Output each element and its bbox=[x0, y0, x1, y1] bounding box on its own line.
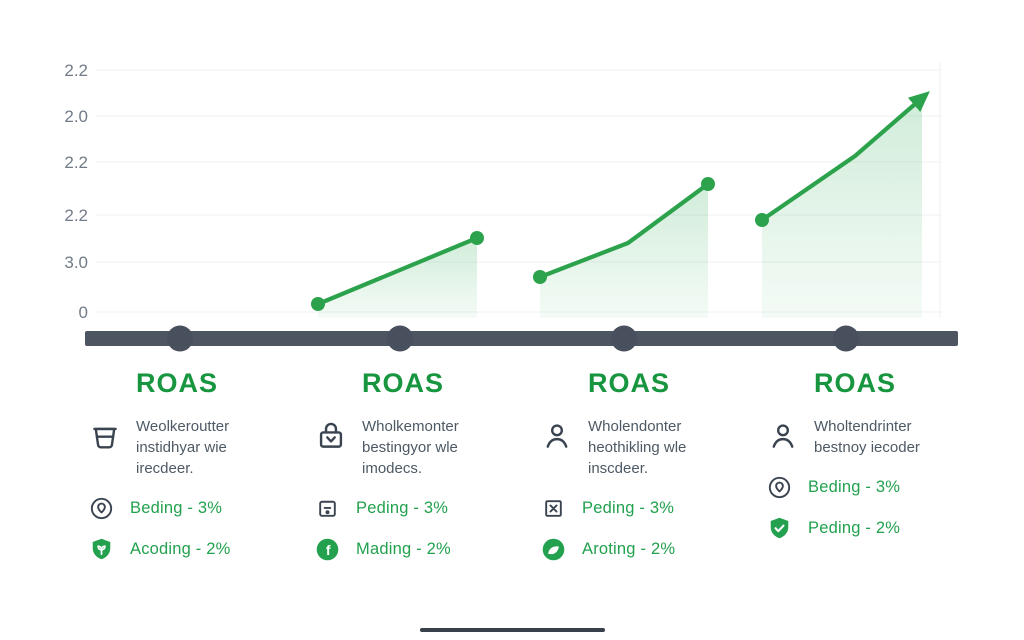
roas-column-3: ROAS Wholendonter heothikling wle inscde… bbox=[522, 368, 736, 577]
column-description: Wholendonter heothikling wle inscdeer. bbox=[588, 418, 687, 477]
svg-text:f: f bbox=[326, 542, 331, 558]
person-icon bbox=[766, 419, 800, 453]
y-axis-label: 2.2 bbox=[64, 61, 88, 80]
data-point bbox=[470, 231, 484, 245]
trend-line bbox=[759, 91, 930, 223]
timeline-dot bbox=[387, 325, 413, 352]
column-description-row: Weolkeroutter instidhyar wie irecdeer. bbox=[76, 416, 278, 479]
y-axis-label: 0 bbox=[79, 303, 88, 322]
metric-label: Beding - 3% bbox=[130, 499, 223, 517]
timeline-dot bbox=[167, 325, 193, 352]
timeline-dot bbox=[833, 325, 859, 352]
y-axis-label: 3.0 bbox=[64, 253, 88, 272]
bottom-divider bbox=[420, 628, 605, 632]
calendar-icon bbox=[314, 495, 341, 522]
metric-row: f Mading - 2% bbox=[302, 536, 504, 563]
roas-growth-chart: 2.2 2.0 2.2 2.2 3.0 0 bbox=[64, 61, 958, 352]
y-axis-label: 2.2 bbox=[64, 153, 88, 172]
area-fill bbox=[318, 238, 477, 318]
metric-row: Peding - 3% bbox=[302, 495, 504, 522]
metric-row: Aroting - 2% bbox=[528, 536, 730, 563]
pin-circle-icon bbox=[766, 474, 793, 501]
metric-label: Acoding - 2% bbox=[130, 540, 231, 558]
column-title: ROAS bbox=[361, 368, 444, 398]
metric-row: Peding - 2% bbox=[754, 515, 956, 542]
area-fill bbox=[762, 98, 922, 318]
column-title: ROAS bbox=[135, 368, 218, 398]
metric-label: Mading - 2% bbox=[356, 540, 451, 558]
metric-label: Aroting - 2% bbox=[582, 540, 676, 558]
metric-label: Peding - 2% bbox=[808, 519, 901, 537]
facebook-circle-icon: f bbox=[314, 536, 341, 563]
metric-label: Peding - 3% bbox=[582, 499, 675, 517]
data-point bbox=[701, 177, 715, 191]
y-axis-label: 2.0 bbox=[64, 107, 88, 126]
roas-column-1: ROAS Weolkeroutter instidhyar wie irecde… bbox=[70, 368, 284, 577]
timeline-dot bbox=[611, 325, 637, 352]
data-point bbox=[533, 270, 547, 284]
x-box-icon bbox=[540, 495, 567, 522]
metric-row: Beding - 3% bbox=[76, 495, 278, 522]
column-description: Wholkemonter bestingyor wle imodecs. bbox=[362, 418, 459, 477]
column-description-row: Wholendonter heothikling wle inscdeer. bbox=[528, 416, 730, 479]
column-title: ROAS bbox=[587, 368, 670, 398]
trend-line bbox=[315, 235, 480, 307]
column-description: Weolkeroutter instidhyar wie irecdeer. bbox=[136, 418, 230, 477]
metric-label: Beding - 3% bbox=[808, 478, 901, 496]
data-point bbox=[755, 213, 769, 227]
roas-column-2: ROAS Wholkemonter bestingyor wle imodecs… bbox=[296, 368, 510, 577]
y-axis-label: 2.2 bbox=[64, 206, 88, 225]
timeline-bar bbox=[85, 331, 958, 346]
metric-row: Peding - 3% bbox=[528, 495, 730, 522]
roas-columns: ROAS Weolkeroutter instidhyar wie irecde… bbox=[70, 368, 962, 577]
pin-circle-icon bbox=[88, 495, 115, 522]
shield-check-icon bbox=[766, 515, 793, 542]
data-point bbox=[311, 297, 325, 311]
column-description-row: Wholkemonter bestingyor wle imodecs. bbox=[302, 416, 504, 479]
column-description-row: Wholtendrinter bestnoy iecoder bbox=[754, 416, 956, 458]
leaf-circle-icon bbox=[540, 536, 567, 563]
column-description: Wholtendrinter bestnoy iecoder bbox=[814, 418, 920, 456]
metric-row: Beding - 3% bbox=[754, 474, 956, 501]
lock-icon bbox=[314, 419, 348, 453]
metric-label: Peding - 3% bbox=[356, 499, 449, 517]
bucket-icon bbox=[88, 419, 122, 453]
person-icon bbox=[540, 419, 574, 453]
column-title: ROAS bbox=[813, 368, 896, 398]
roas-column-4: ROAS Wholtendrinter bestnoy iecoder Bedi… bbox=[748, 368, 962, 577]
metric-row: Acoding - 2% bbox=[76, 536, 278, 563]
trend-line bbox=[537, 181, 711, 280]
shield-sprout-icon bbox=[88, 536, 115, 563]
